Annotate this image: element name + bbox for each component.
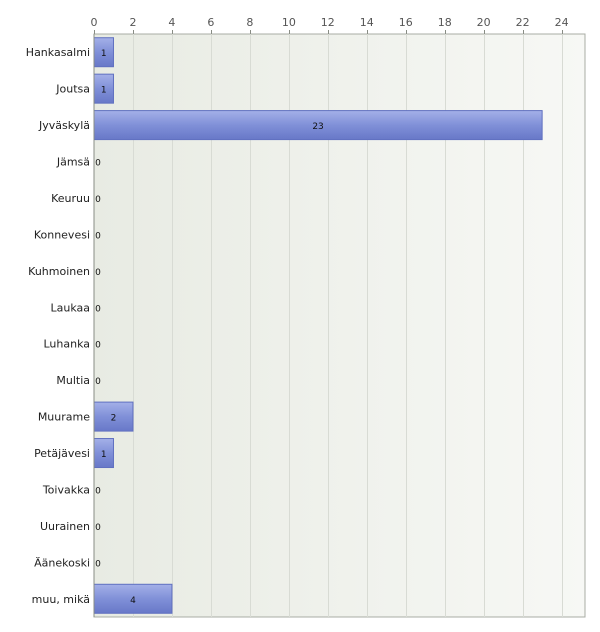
- category-label: Petäjävesi: [34, 447, 90, 460]
- data-label: 0: [95, 268, 101, 278]
- data-label: 0: [95, 159, 101, 169]
- category-label: Jyväskylä: [38, 119, 90, 132]
- x-tick-label: 0: [91, 16, 98, 29]
- data-label: 1: [101, 450, 107, 460]
- category-label: Äänekoski: [34, 556, 90, 569]
- x-tick-label: 16: [399, 16, 413, 29]
- x-axis-ticks: 0 2 4 6 8 10 12 14 16 18 20 22 24: [91, 16, 569, 34]
- bars: [93, 37, 543, 614]
- x-tick-label: 14: [360, 16, 374, 29]
- x-tick-label: 12: [321, 16, 335, 29]
- x-tick-label: 6: [207, 16, 214, 29]
- category-label: Kuhmoinen: [28, 265, 90, 278]
- category-label: Multia: [56, 374, 90, 387]
- x-tick-label: 8: [246, 16, 253, 29]
- bar: [93, 110, 543, 141]
- category-labels: Hankasalmi Joutsa Jyväskylä Jämsä Keuruu Konn…: [26, 46, 90, 606]
- category-label: Luhanka: [43, 338, 90, 351]
- data-label: 1: [101, 86, 107, 96]
- data-label: 1: [101, 49, 107, 59]
- data-label: 0: [95, 304, 101, 314]
- category-label: Konnevesi: [34, 228, 90, 241]
- data-labels: 1 1 23 0 0 0 0 0 0 0 2 1 0 0 0 4: [95, 49, 324, 606]
- data-label: 0: [95, 377, 101, 387]
- x-tick-label: 22: [516, 16, 530, 29]
- category-label: Laukaa: [51, 301, 91, 314]
- x-tick-label: 4: [168, 16, 175, 29]
- data-label: 0: [95, 523, 101, 533]
- data-label: 0: [95, 231, 101, 241]
- category-label: Muurame: [38, 411, 90, 424]
- data-label: 4: [130, 596, 136, 606]
- x-tick-label: 24: [555, 16, 569, 29]
- x-tick-label: 20: [477, 16, 491, 29]
- data-label: 2: [111, 414, 117, 424]
- x-tick-label: 2: [129, 16, 136, 29]
- data-label: 0: [95, 341, 101, 351]
- category-label: Uurainen: [40, 520, 90, 533]
- category-label: Jämsä: [56, 156, 90, 169]
- category-label: Joutsa: [55, 83, 90, 96]
- category-label: muu, mikä: [32, 593, 90, 606]
- data-label: 0: [95, 486, 101, 496]
- category-label: Toivakka: [42, 483, 90, 496]
- x-tick-label: 18: [438, 16, 452, 29]
- category-label: Hankasalmi: [26, 46, 90, 59]
- data-label: 0: [95, 195, 101, 205]
- x-tick-label: 10: [282, 16, 296, 29]
- data-label: 0: [95, 559, 101, 569]
- data-label: 23: [312, 122, 323, 132]
- category-label: Keuruu: [51, 192, 90, 205]
- bar: [93, 583, 173, 614]
